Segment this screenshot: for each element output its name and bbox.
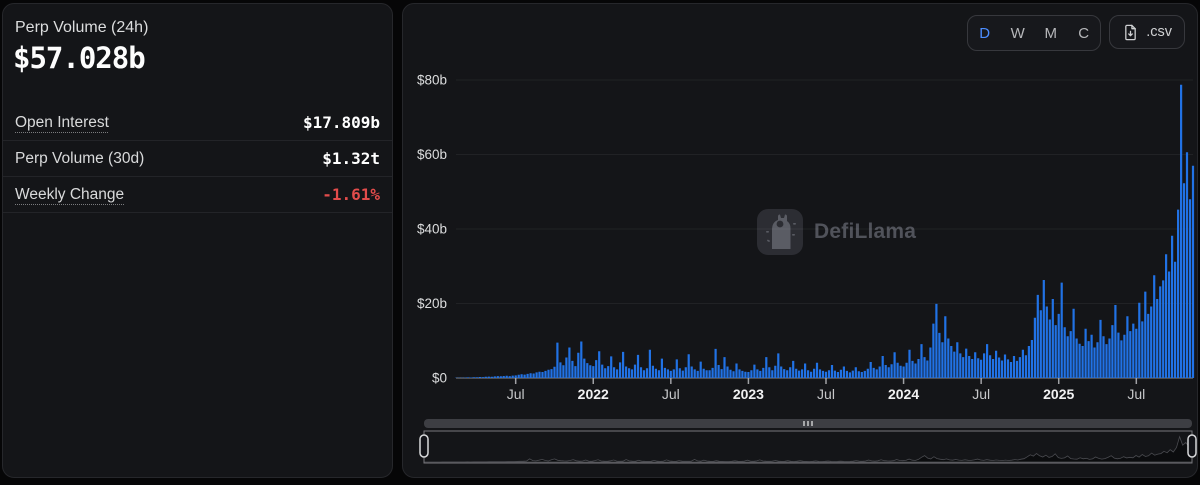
perp-volume-chart[interactable]: $0 $20b $40b $60b $80b Jul 2022 Jul 2023 Jul 2024 J… (403, 4, 1199, 477)
stat-label: Perp Volume (30d) (15, 149, 145, 167)
stat-row: Open Interest $17.809b (3, 105, 392, 141)
brush-handle-right[interactable] (1187, 434, 1197, 458)
x-axis-label: 2025 (1043, 386, 1074, 402)
csv-label: .csv (1146, 24, 1172, 40)
stat-row: Perp Volume (30d) $1.32t (3, 141, 392, 177)
y-axis-label: $80b (417, 73, 447, 88)
stat-row: Weekly Change -1.61% (3, 177, 392, 213)
brush-selection[interactable] (423, 430, 1193, 464)
x-axis-label: Jul (662, 386, 680, 402)
x-axis-label: 2022 (578, 386, 609, 402)
brush-grip-icon (807, 421, 809, 426)
x-axis-label: 2023 (733, 386, 764, 402)
x-axis-label: Jul (817, 386, 835, 402)
volume-bars[interactable] (454, 84, 1195, 378)
interval-button-w[interactable]: W (1001, 16, 1034, 50)
stat-value: $1.32t (322, 149, 380, 168)
stats-rows: Open Interest $17.809b Perp Volume (30d) $1… (3, 105, 392, 213)
brush-handle-left[interactable] (419, 434, 429, 458)
brush-grip-icon (811, 421, 813, 426)
panel-title: Perp Volume (24h) (15, 19, 149, 36)
brush-grip-icon (803, 421, 805, 426)
x-axis-label: Jul (1127, 386, 1145, 402)
stat-value: $17.809b (302, 113, 380, 132)
interval-button-d[interactable]: D (968, 16, 1001, 50)
y-axis-label: $0 (432, 371, 447, 386)
stats-panel: Perp Volume (24h) $57.028b Open Interest… (2, 3, 393, 478)
y-axis-label: $40b (417, 222, 447, 237)
x-axis-label: Jul (972, 386, 990, 402)
stat-label[interactable]: Weekly Change (15, 185, 125, 203)
x-axis-label: 2024 (888, 386, 919, 402)
perp-volume-24h-value: $57.028b (13, 41, 146, 75)
y-axis-label: $20b (417, 296, 447, 311)
interval-button-m[interactable]: M (1034, 16, 1067, 50)
chart-panel: $0 $20b $40b $60b $80b Jul 2022 Jul 2023 Jul 2024 J… (402, 3, 1198, 478)
x-axis-label: Jul (507, 386, 525, 402)
stat-label[interactable]: Open Interest (15, 113, 109, 131)
stat-value: -1.61% (322, 185, 380, 204)
interval-button-c[interactable]: C (1067, 16, 1100, 50)
brush-minimap[interactable] (424, 435, 1193, 463)
file-download-icon (1125, 24, 1137, 40)
y-axis-label: $60b (417, 147, 447, 162)
download-csv-button[interactable]: .csv (1109, 15, 1185, 49)
